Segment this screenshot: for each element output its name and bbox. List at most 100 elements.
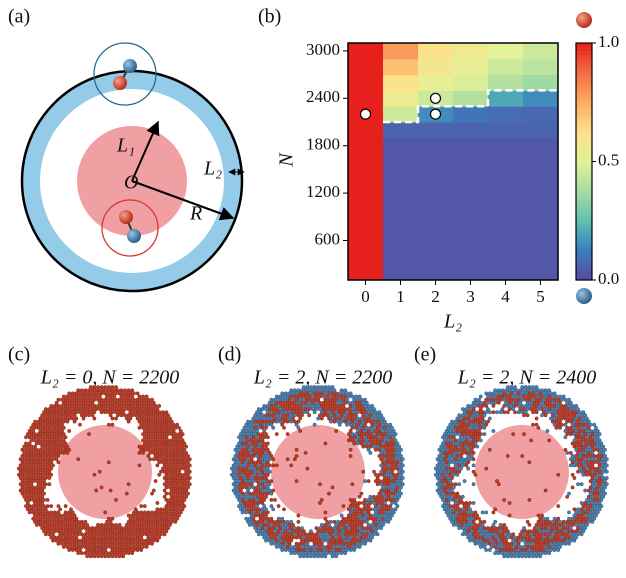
particle (232, 458, 235, 461)
particle (266, 411, 269, 414)
particle (452, 436, 455, 439)
colorbar-segment (576, 162, 592, 167)
particle (569, 533, 572, 536)
particle (324, 555, 327, 558)
particle (441, 442, 444, 445)
particle (245, 429, 248, 432)
particle (138, 520, 141, 523)
particle (589, 492, 592, 495)
particle (353, 523, 356, 526)
particle (396, 448, 399, 451)
particle (257, 407, 260, 410)
particle (576, 414, 579, 417)
particle (447, 508, 450, 511)
particle (120, 389, 123, 392)
particle (163, 526, 166, 529)
particle (351, 539, 354, 542)
particle (358, 420, 361, 423)
particle (50, 461, 53, 464)
particle (266, 404, 269, 407)
particle (158, 511, 161, 514)
particle (241, 454, 244, 457)
particle (245, 517, 248, 520)
particle (575, 417, 578, 420)
particle (39, 454, 42, 457)
particle (116, 551, 119, 554)
particle (318, 401, 321, 404)
particle (324, 442, 327, 445)
particle (149, 432, 152, 435)
particle (372, 445, 375, 448)
particle (273, 542, 276, 545)
particle (336, 545, 339, 548)
particle (127, 551, 130, 554)
particle (50, 436, 53, 439)
particle (562, 526, 565, 529)
particle (450, 432, 453, 435)
particle (93, 411, 96, 414)
particle (452, 498, 455, 501)
particle (161, 442, 164, 445)
particle (51, 539, 54, 542)
particle (136, 548, 139, 551)
particle (530, 539, 533, 542)
particle (452, 473, 455, 476)
particle (546, 548, 549, 551)
particle (381, 436, 384, 439)
particle (248, 486, 251, 489)
particle (356, 530, 359, 533)
particle (472, 414, 475, 417)
particle (441, 436, 444, 439)
particle (540, 520, 543, 523)
particle (104, 536, 107, 539)
particle (340, 526, 343, 529)
particle (172, 442, 175, 445)
particle (246, 445, 249, 448)
particle (156, 520, 159, 523)
particle (385, 423, 388, 426)
particle (333, 407, 336, 410)
particle (454, 464, 457, 467)
particle (544, 520, 547, 523)
particle (537, 514, 540, 517)
particle (145, 420, 148, 423)
particle (41, 476, 44, 479)
particle (569, 539, 572, 542)
particle (463, 511, 466, 514)
particle (131, 520, 134, 523)
particle (141, 539, 144, 542)
particle (458, 420, 461, 423)
particle (147, 536, 150, 539)
particle (472, 445, 475, 448)
particle (528, 555, 531, 558)
particle (354, 426, 357, 429)
particle (185, 483, 188, 486)
particle (288, 523, 291, 526)
particle (66, 533, 69, 536)
particle (268, 533, 271, 536)
particle (524, 548, 527, 551)
heatmap-cell (383, 106, 419, 122)
heatmap-cell (453, 138, 489, 154)
particle (542, 536, 545, 539)
particle (33, 489, 36, 492)
particle (566, 432, 569, 435)
particle (39, 492, 42, 495)
particle (21, 461, 24, 464)
particle (159, 470, 162, 473)
particle (168, 523, 171, 526)
particle (118, 404, 121, 407)
particle (584, 432, 587, 435)
particle (470, 517, 473, 520)
x-tick-label: 0 (361, 287, 370, 306)
particle (380, 501, 383, 504)
particle (243, 483, 246, 486)
particle (503, 548, 506, 551)
particle (44, 476, 47, 479)
particle (53, 423, 56, 426)
particle (113, 533, 116, 536)
heatmap-cell (383, 138, 419, 154)
particle (445, 442, 448, 445)
particle (445, 504, 448, 507)
particle (75, 417, 78, 420)
